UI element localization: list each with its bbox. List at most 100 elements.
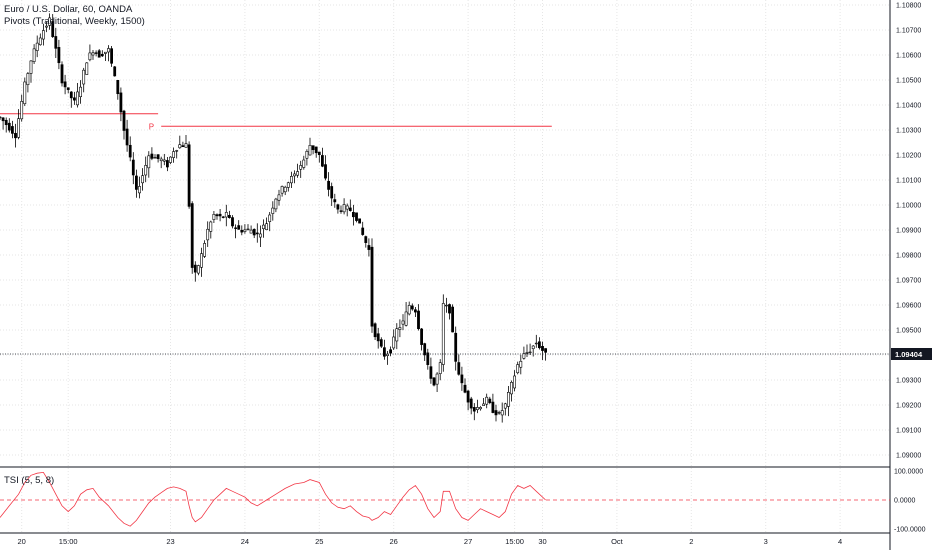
price-tick-label: 1.10200 <box>896 153 921 160</box>
candle-body <box>392 336 396 349</box>
candle-body <box>178 144 182 149</box>
price-tick-label: 1.10100 <box>896 178 921 185</box>
candle-body <box>451 306 455 333</box>
price-tick-label: 1.09600 <box>896 303 921 310</box>
candle-body <box>308 144 312 156</box>
candle-body <box>41 30 45 40</box>
candle-body <box>500 410 504 416</box>
candle-body <box>153 157 157 159</box>
candle-body <box>299 165 303 170</box>
candle-body <box>17 118 21 138</box>
candle-body <box>348 207 352 211</box>
main-legend: Euro / U.S. Dollar, 60, OANDA Pivots (Tr… <box>4 4 145 28</box>
candle-body <box>286 182 290 188</box>
candle-body <box>107 48 110 53</box>
candle-body <box>370 246 374 327</box>
candle-body <box>258 233 262 238</box>
candle-body <box>246 228 250 231</box>
candle-body <box>32 48 36 62</box>
candle-body <box>311 145 315 150</box>
candle-body <box>469 398 473 409</box>
candle-body <box>57 47 61 64</box>
candle-body <box>48 17 52 26</box>
candle-body <box>190 203 194 268</box>
candle-body <box>240 229 244 233</box>
candle-body <box>274 198 278 210</box>
time-tick-label: 30 <box>538 537 546 546</box>
candle-body <box>420 328 424 345</box>
tsi-legend: TSI (5, 5, 8) <box>4 475 55 486</box>
candle-body <box>128 144 132 158</box>
candle-body <box>268 214 272 222</box>
candle-body <box>534 342 538 345</box>
candle-body <box>159 158 163 162</box>
candle-body <box>79 86 83 98</box>
candle-body <box>38 37 42 46</box>
candle-body <box>510 382 513 395</box>
candle-body <box>215 214 219 217</box>
candle-body <box>410 305 414 310</box>
tsi-tick-label: 0.0000 <box>894 498 916 505</box>
candle-body <box>364 236 368 243</box>
candle-body <box>302 159 306 168</box>
candle-body <box>305 150 309 159</box>
candle-body <box>66 87 70 90</box>
candle-body <box>100 53 104 57</box>
candle-body <box>441 303 445 365</box>
candle-body <box>398 327 402 330</box>
candle-body <box>336 204 340 210</box>
candle-body <box>519 360 523 368</box>
candle-body <box>141 175 145 184</box>
candle-body <box>231 217 234 227</box>
price-tick-label: 1.10500 <box>896 78 921 85</box>
candle-body <box>184 143 188 148</box>
candle-body <box>150 153 154 159</box>
candle-body <box>485 396 489 405</box>
candle-body <box>26 73 30 86</box>
candle-body <box>262 224 265 229</box>
candle-body <box>7 122 11 131</box>
tsi-tick-label: 100.0000 <box>894 468 923 475</box>
candle-body <box>175 150 179 152</box>
last-price-label: 1.09404 <box>895 350 923 359</box>
candle-body <box>389 349 393 354</box>
candle-body <box>45 25 48 28</box>
candle-body <box>197 265 200 274</box>
candle-body <box>51 21 55 37</box>
candle-body <box>110 48 114 64</box>
candle-body <box>209 221 213 232</box>
price-tick-label: 1.10000 <box>896 203 921 210</box>
candle-body <box>237 225 241 230</box>
candle-body <box>113 66 117 77</box>
candle-body <box>218 213 222 217</box>
candle-body <box>265 223 269 230</box>
candle-body <box>432 377 436 386</box>
candle-body <box>544 348 548 353</box>
candle-body <box>516 364 520 374</box>
candle-body <box>367 245 371 250</box>
candle-body <box>503 403 507 409</box>
candle-body <box>327 180 331 190</box>
candle-body <box>407 305 411 315</box>
candle-body <box>277 194 281 201</box>
last-price-badge <box>891 348 932 360</box>
candle-body <box>479 407 482 410</box>
candle-body <box>193 264 197 273</box>
candle-body <box>249 229 253 234</box>
candle-body <box>60 64 64 84</box>
candle-body <box>212 214 216 220</box>
candle-body <box>234 227 238 229</box>
candle-body <box>472 407 476 412</box>
candle-body <box>156 154 160 159</box>
legend-symbol: Euro / U.S. Dollar, 60, OANDA <box>4 4 133 15</box>
price-tick-label: 1.10300 <box>896 128 921 135</box>
candle-body <box>20 101 24 120</box>
candle-body <box>252 228 256 236</box>
candle-body <box>125 128 129 146</box>
candle-body <box>172 151 176 158</box>
candle-body <box>466 390 470 403</box>
candle-body <box>373 323 377 338</box>
tsi-tick-label: -100.0000 <box>894 527 926 534</box>
